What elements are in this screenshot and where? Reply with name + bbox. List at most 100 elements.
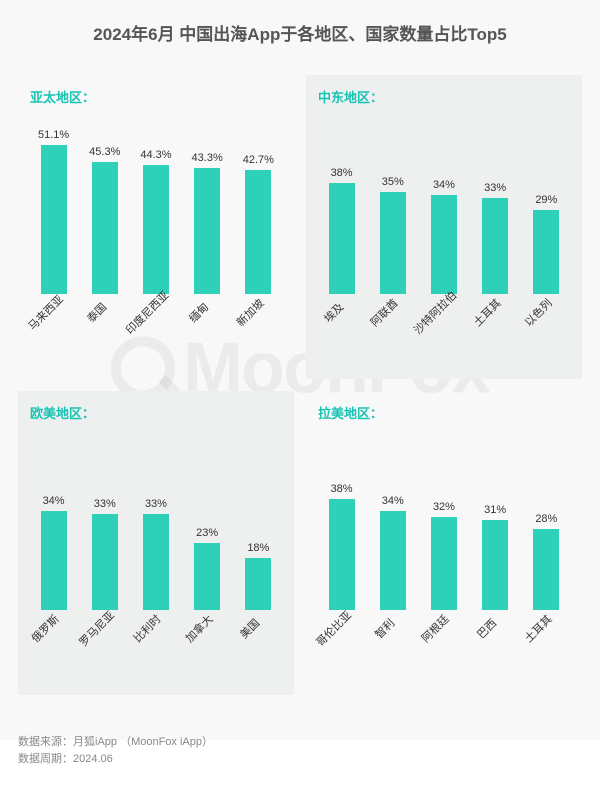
chart-area: 51.1%45.3%44.3%43.3%42.7% <box>24 114 288 294</box>
bar <box>431 517 457 610</box>
footer-period-value: 2024.06 <box>73 753 113 765</box>
x-label: 土耳其 <box>472 296 518 366</box>
x-label: 埃及 <box>319 296 365 366</box>
x-label-text: 美国 <box>236 615 263 642</box>
x-label: 马来西亚 <box>31 296 77 366</box>
bar-value-label: 38% <box>331 483 353 495</box>
panel-title: 欧美地区： <box>24 403 288 422</box>
x-label: 以色列 <box>523 296 569 366</box>
bar-column: 38% <box>319 167 365 294</box>
bar-value-label: 45.3% <box>89 146 120 158</box>
x-label: 美国 <box>235 612 281 682</box>
chart-panel: 亚太地区：51.1%45.3%44.3%43.3%42.7%马来西亚泰国印度尼西… <box>18 75 294 379</box>
x-label-text: 新加坡 <box>233 295 268 330</box>
bar-value-label: 32% <box>433 501 455 513</box>
bar-value-label: 43.3% <box>192 152 223 164</box>
bar <box>380 511 406 610</box>
footer: 数据来源：月狐iApp （MoonFox iApp） 数据周期：2024.06 <box>18 734 213 767</box>
x-label-text: 巴西 <box>473 615 500 642</box>
footer-period-label: 数据周期： <box>18 753 73 765</box>
bar-column: 23% <box>184 527 230 610</box>
x-label-text: 加拿大 <box>181 611 216 646</box>
bar-column: 33% <box>472 182 518 294</box>
x-label: 缅甸 <box>184 296 230 366</box>
x-label: 印度尼西亚 <box>133 296 179 366</box>
x-axis-labels: 哥伦比亚智利阿根廷巴西土耳其 <box>312 612 576 682</box>
bar <box>92 162 118 294</box>
bar-column: 33% <box>82 498 128 610</box>
footer-source-label: 数据来源： <box>18 736 73 748</box>
chart-panel: 欧美地区：34%33%33%23%18%俄罗斯罗马尼亚比利时加拿大美国 <box>18 391 294 695</box>
x-label: 智利 <box>370 612 416 682</box>
bar <box>329 499 355 610</box>
bar-value-label: 33% <box>94 498 116 510</box>
x-label-text: 比利时 <box>130 611 165 646</box>
bar-value-label: 28% <box>535 513 557 525</box>
bar-value-label: 51.1% <box>38 129 69 141</box>
chart-area: 38% 34% 32% 31% 28% <box>312 430 576 610</box>
bar-value-label: 23% <box>196 527 218 539</box>
bar <box>143 514 169 610</box>
chart-panel: 拉美地区： 38% 34% 32% 31% 28% 哥伦比亚智利阿根廷巴西土耳其 <box>306 391 582 695</box>
bar-column: 32% <box>421 501 467 610</box>
bar <box>380 192 406 294</box>
chart-grid: 亚太地区：51.1%45.3%44.3%43.3%42.7%马来西亚泰国印度尼西… <box>18 75 582 695</box>
panel-title: 中东地区： <box>312 87 576 106</box>
chart-area: 38% 35% 34% 33% 29% <box>312 114 576 294</box>
bar-column: 34% <box>370 495 416 610</box>
x-label-text: 泰国 <box>83 299 110 326</box>
bar <box>431 195 457 294</box>
x-axis-labels: 马来西亚泰国印度尼西亚缅甸新加坡 <box>24 296 288 366</box>
bar <box>143 165 169 294</box>
bar-column: 38% <box>319 483 365 610</box>
x-label: 加拿大 <box>184 612 230 682</box>
x-label-text: 沙特阿拉伯 <box>410 287 460 337</box>
page-title: 2024年6月 中国出海App于各地区、国家数量占比Top5 <box>18 20 582 45</box>
bar-column: 42.7% <box>235 154 281 294</box>
bar-value-label: 38% <box>331 167 353 179</box>
bar <box>482 520 508 610</box>
bar-value-label: 33% <box>145 498 167 510</box>
bar <box>92 514 118 610</box>
bar-value-label: 31% <box>484 504 506 516</box>
x-label: 阿根廷 <box>421 612 467 682</box>
bar <box>194 543 220 610</box>
x-axis-labels: 俄罗斯罗马尼亚比利时加拿大美国 <box>24 612 288 682</box>
bar-column: 18% <box>235 542 281 610</box>
x-label: 阿联酋 <box>370 296 416 366</box>
bar-column: 34% <box>421 179 467 294</box>
bar-value-label: 35% <box>382 176 404 188</box>
bar <box>41 511 67 610</box>
x-label: 罗马尼亚 <box>82 612 128 682</box>
x-label: 沙特阿拉伯 <box>421 296 467 366</box>
bar-value-label: 29% <box>535 194 557 206</box>
bar-column: 33% <box>133 498 179 610</box>
bar <box>41 145 67 294</box>
footer-period: 数据周期：2024.06 <box>18 751 213 768</box>
bar <box>194 168 220 294</box>
x-label-text: 阿根廷 <box>418 611 453 646</box>
x-label: 哥伦比亚 <box>319 612 365 682</box>
x-label-text: 土耳其 <box>469 295 504 330</box>
bar-column: 34% <box>31 495 77 610</box>
x-label: 巴西 <box>472 612 518 682</box>
bar-value-label: 33% <box>484 182 506 194</box>
bar-column: 45.3% <box>82 146 128 294</box>
x-label-text: 哥伦比亚 <box>312 607 354 649</box>
bar-value-label: 34% <box>382 495 404 507</box>
bar-column: 51.1% <box>31 129 77 294</box>
x-label-text: 俄罗斯 <box>28 611 63 646</box>
footer-source: 数据来源：月狐iApp （MoonFox iApp） <box>18 734 213 751</box>
bar-value-label: 42.7% <box>243 154 274 166</box>
x-label-text: 罗马尼亚 <box>75 607 117 649</box>
x-axis-labels: 埃及阿联酋沙特阿拉伯土耳其以色列 <box>312 296 576 366</box>
panel-title: 拉美地区： <box>312 403 576 422</box>
bar <box>245 558 271 610</box>
bar <box>245 170 271 294</box>
bar-column: 43.3% <box>184 152 230 294</box>
x-label-text: 缅甸 <box>185 299 212 326</box>
x-label-text: 智利 <box>371 615 398 642</box>
bar-value-label: 34% <box>43 495 65 507</box>
panel-title: 亚太地区： <box>24 87 288 106</box>
x-label: 新加坡 <box>235 296 281 366</box>
